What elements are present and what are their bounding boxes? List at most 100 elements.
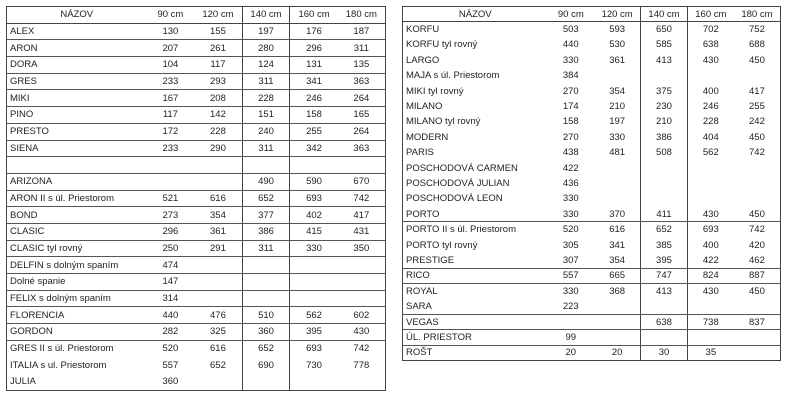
product-name: PARIS — [406, 147, 434, 159]
product-name: ARIZONA — [6, 173, 147, 191]
table-row: GRES II s úl. Priestorom 520 616 652 693 742 — [7, 340, 386, 357]
product-name: CLASIC tyl rovný — [6, 240, 147, 258]
price-140: 638 — [640, 314, 688, 331]
price-120 — [194, 173, 243, 191]
price-120: 481 — [609, 147, 626, 159]
table-row: ROŠT 20 20 30 35 — [403, 345, 781, 361]
price-90: 440 — [146, 306, 195, 325]
price-140: 490 — [241, 173, 290, 191]
header-140: 140 cm — [241, 6, 290, 24]
product-name: GORDON — [6, 323, 147, 341]
price-90: 147 — [146, 273, 195, 291]
price-90: 104 — [146, 56, 195, 74]
price-90: 270 — [562, 85, 579, 97]
product-name: MILANO — [406, 101, 443, 113]
price-180 — [337, 273, 386, 291]
table-row: BOND 273 354 377 402 417 — [6, 206, 386, 224]
table-row: FELIX s dolným spaním 314 — [6, 290, 386, 308]
price-180: 431 — [337, 223, 386, 241]
header-180: 180 cm — [337, 6, 386, 24]
table-row: POSCHODOVÁ LEON 330 — [403, 191, 781, 207]
product-name: BOND — [6, 206, 147, 224]
price-120: 530 — [609, 39, 626, 51]
price-180 — [733, 329, 781, 346]
product-name: PRESTO — [6, 123, 147, 141]
price-120: 361 — [194, 223, 243, 241]
price-180: 688 — [749, 39, 765, 51]
price-180: 752 — [749, 24, 765, 36]
price-140: 311 — [241, 240, 290, 258]
price-140: 652 — [241, 190, 290, 208]
product-name: PINO — [6, 106, 147, 124]
product-name: MIKI tyl rovný — [406, 85, 464, 97]
table-row: CLASIC 296 361 386 415 431 — [6, 223, 386, 241]
price-180: 887 — [733, 268, 781, 285]
product-name: ROYAL — [406, 285, 438, 297]
price-140: 690 — [241, 356, 290, 374]
price-90: 314 — [146, 290, 195, 308]
price-180: 264 — [337, 123, 386, 141]
product-name: ROŠT — [406, 347, 433, 359]
product-name: KORFU — [406, 24, 440, 36]
price-140 — [640, 160, 688, 176]
price-table-left: NÁZOV 90 cm 120 cm 140 cm 160 cm 180 cm … — [6, 6, 386, 391]
price-90: 20 — [565, 347, 577, 359]
price-180: 462 — [733, 252, 781, 269]
price-160 — [289, 256, 338, 274]
price-160: 430 — [686, 52, 734, 69]
price-160 — [686, 329, 734, 346]
price-120: 197 — [609, 116, 626, 128]
price-160: 400 — [686, 237, 734, 253]
header-160: 160 cm — [289, 6, 338, 24]
price-120: 142 — [194, 106, 243, 124]
product-name: GRES II s úl. Priestorom — [10, 343, 114, 355]
table-row: FLORENCIA 440 476 510 562 602 — [6, 306, 386, 325]
price-90: 223 — [547, 298, 595, 315]
header-140: 140 cm — [640, 6, 688, 23]
price-160: 693 — [289, 190, 338, 208]
table-row: PARIS 438 481 508 562 742 — [403, 145, 781, 161]
price-180: 450 — [733, 206, 781, 223]
price-160: 430 — [686, 206, 734, 223]
price-180 — [733, 298, 781, 315]
price-180: 350 — [337, 240, 386, 258]
product-name: ITALIA s ul. Priestorom — [10, 359, 107, 371]
header-90: 90 cm — [146, 6, 195, 24]
price-180: 602 — [337, 306, 386, 325]
price-120: 616 — [210, 343, 226, 355]
price-120: 291 — [194, 240, 243, 258]
price-120 — [594, 160, 641, 175]
price-90: 330 — [562, 193, 579, 205]
price-90: 233 — [146, 73, 195, 91]
price-120 — [594, 298, 641, 315]
product-name: ARON II s úl. Priestorom — [6, 190, 147, 208]
price-140: 210 — [640, 114, 688, 130]
table-row: ITALIA s ul. Priestorom 557 652 690 730 778 — [7, 356, 386, 374]
price-140: 413 — [640, 52, 688, 69]
table-row — [6, 156, 386, 174]
product-name: POSCHODOVÁ LEON — [406, 193, 503, 205]
price-160 — [289, 373, 338, 391]
price-140: 311 — [241, 140, 290, 158]
price-140: 395 — [640, 252, 688, 269]
price-120: 330 — [609, 131, 626, 143]
price-140: 652 — [241, 340, 290, 357]
price-90: 174 — [562, 101, 579, 113]
product-name: ARON — [6, 39, 147, 58]
product-name: KORFU tyl rovný — [406, 39, 478, 51]
product-name: MIKI — [6, 89, 147, 108]
price-90: 384 — [562, 70, 579, 82]
price-120: 261 — [194, 39, 243, 58]
price-140 — [640, 329, 688, 346]
header-160: 160 cm — [686, 6, 734, 23]
price-160: 702 — [686, 21, 734, 38]
price-160: 404 — [686, 129, 734, 146]
table-row: RICO 557 665 747 824 887 — [402, 268, 781, 285]
price-120: 370 — [594, 206, 641, 223]
table-row: PORTO tyl rovný 305 341 385 400 420 — [403, 237, 781, 253]
price-140 — [640, 298, 688, 315]
price-180: 742 — [353, 343, 370, 355]
price-90: 360 — [162, 376, 179, 388]
price-160: 824 — [686, 268, 734, 285]
price-140: 375 — [640, 83, 688, 99]
